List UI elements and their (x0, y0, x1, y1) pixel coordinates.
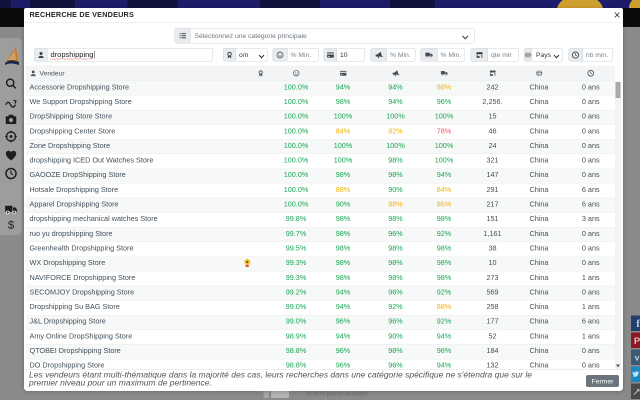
svg-text:f: f (636, 319, 640, 330)
svg-text:P: P (634, 336, 640, 347)
svg-text:v: v (635, 353, 640, 363)
svg-text:$: $ (8, 220, 15, 231)
